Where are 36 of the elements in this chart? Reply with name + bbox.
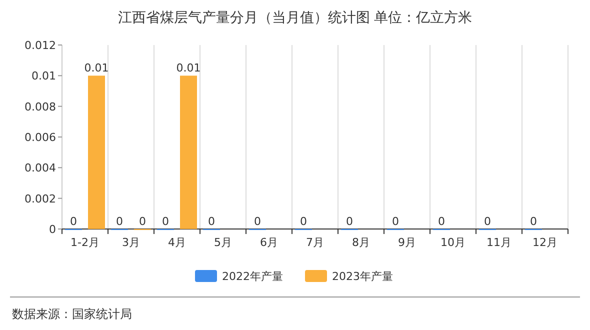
data-label: 0 bbox=[162, 215, 169, 228]
data-label: 0 bbox=[484, 215, 491, 228]
data-label: 0 bbox=[116, 215, 123, 228]
data-label: 0 bbox=[70, 215, 77, 228]
data-label: 0 bbox=[392, 215, 399, 228]
data-label: 0.01 bbox=[84, 62, 109, 75]
y-tick-label: 0.012 bbox=[24, 39, 56, 52]
x-tick-label: 9月 bbox=[398, 236, 416, 249]
data-label: 0 bbox=[208, 215, 215, 228]
data-label: 0 bbox=[346, 215, 353, 228]
x-tick-label: 6月 bbox=[260, 236, 278, 249]
data-label: 0.01 bbox=[176, 62, 201, 75]
data-label: 0 bbox=[139, 215, 146, 228]
legend-label: 2023年产量 bbox=[332, 270, 393, 283]
chart-title: 江西省煤层气产量分月（当月值）统计图 单位：亿立方米 bbox=[118, 10, 472, 26]
y-tick-label: 0.008 bbox=[24, 100, 56, 114]
y-tick-label: 0.006 bbox=[24, 131, 56, 144]
y-tick-label: 0 bbox=[49, 223, 56, 236]
y-tick-label: 0.01 bbox=[32, 70, 56, 83]
x-tick-label: 1-2月 bbox=[70, 236, 100, 249]
y-tick-label: 0.004 bbox=[24, 162, 56, 175]
source-note: 数据来源：国家统计局 bbox=[12, 307, 132, 321]
data-label: 0 bbox=[530, 215, 537, 228]
x-tick-label: 10月 bbox=[440, 236, 466, 249]
data-label: 0 bbox=[438, 215, 445, 228]
x-tick-label: 7月 bbox=[306, 236, 324, 249]
x-tick-label: 12月 bbox=[532, 236, 558, 249]
x-tick-label: 11月 bbox=[486, 236, 512, 249]
x-tick-label: 3月 bbox=[122, 236, 140, 249]
y-tick-label: 0.002 bbox=[24, 192, 56, 206]
x-tick-label: 8月 bbox=[352, 236, 370, 249]
x-tick-label: 4月 bbox=[168, 236, 186, 249]
x-tick-label: 5月 bbox=[214, 236, 232, 249]
data-label: 0 bbox=[300, 215, 307, 228]
legend-label: 2022年产量 bbox=[222, 270, 283, 283]
data-label: 0 bbox=[254, 215, 261, 228]
